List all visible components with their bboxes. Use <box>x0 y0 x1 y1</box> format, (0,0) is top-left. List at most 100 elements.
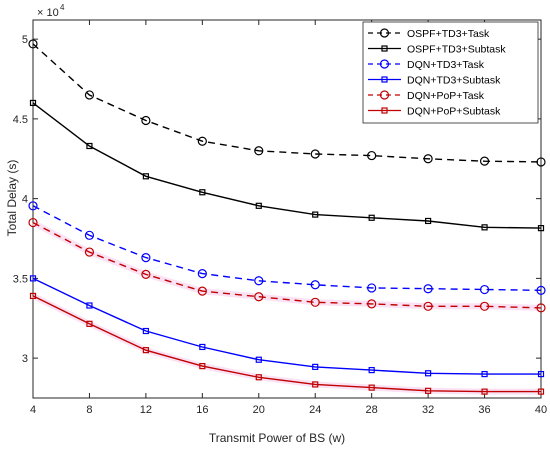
data-point <box>254 276 264 286</box>
x-axis-ticks: 4 8 12 16 20 24 28 32 36 40 <box>30 20 547 416</box>
x-tick-label: 12 <box>140 404 152 416</box>
data-point <box>29 99 37 107</box>
data-point <box>536 285 546 295</box>
data-point <box>425 217 432 225</box>
data-point <box>84 230 95 240</box>
data-point <box>367 283 377 293</box>
series-3 <box>29 275 545 378</box>
y-axis-ticks: 3 3.5 4 4.5 5 <box>13 34 541 365</box>
series-line <box>32 205 542 291</box>
data-point <box>197 286 207 296</box>
y-tick-label: 4.5 <box>13 114 28 126</box>
series-line <box>32 221 542 309</box>
y-tick-label: 3.5 <box>13 273 28 285</box>
data-point <box>142 173 149 180</box>
data-point <box>536 303 546 313</box>
legend-item: DQN+PoP+Subtask <box>368 106 501 118</box>
data-point <box>537 225 545 232</box>
data-point <box>29 275 37 282</box>
data-point <box>199 343 206 351</box>
data-point <box>423 284 433 294</box>
data-point <box>312 363 319 370</box>
legend-item: OSPF+TD3+Task <box>368 28 490 40</box>
legend-label: DQN+TD3+Task <box>407 59 485 71</box>
data-point <box>481 224 488 231</box>
data-point <box>197 268 207 279</box>
y-tick-label: 3 <box>22 353 28 365</box>
x-tick-label: 36 <box>478 404 490 416</box>
legend-label: OSPF+TD3+Subtask <box>407 44 506 56</box>
legend-marker <box>379 90 390 100</box>
legend-marker <box>381 45 388 52</box>
y-multiplier-exponent: 4 <box>60 3 65 12</box>
legend-label: DQN+PoP+Subtask <box>407 106 501 118</box>
series-line <box>32 277 541 375</box>
data-point <box>28 201 38 211</box>
data-point <box>141 115 151 126</box>
x-tick-label: 20 <box>253 404 265 416</box>
y-multiplier-base: × 10 <box>37 7 59 19</box>
data-point <box>86 320 93 327</box>
data-point <box>310 280 320 290</box>
legend-label: DQN+PoP+Task <box>407 90 485 102</box>
data-point <box>479 301 490 311</box>
x-tick-label: 24 <box>309 404 321 416</box>
data-point <box>479 156 490 166</box>
legend-box <box>362 21 539 124</box>
legend-label: DQN+TD3+Subtask <box>407 75 501 87</box>
x-tick-label: 16 <box>196 404 208 416</box>
series-2 <box>28 201 546 295</box>
data-point <box>537 388 545 395</box>
legend-item: DQN+TD3+Task <box>368 59 485 71</box>
data-point <box>28 217 38 228</box>
data-point <box>425 370 432 377</box>
series-0 <box>28 39 546 167</box>
x-tick-label: 40 <box>535 404 547 416</box>
data-point <box>479 284 490 295</box>
legend-item: OSPF+TD3+Subtask <box>368 44 506 56</box>
legend-item: DQN+TD3+Subtask <box>368 75 501 87</box>
data-point <box>142 327 149 335</box>
data-point <box>255 202 262 209</box>
x-tick-label: 32 <box>422 404 434 416</box>
y-tick-label: 5 <box>22 34 28 46</box>
data-point <box>84 90 95 100</box>
x-tick-label: 4 <box>30 404 36 416</box>
y-tick-label: 4 <box>22 194 28 206</box>
data-point <box>141 253 151 263</box>
legend-marker <box>381 107 388 114</box>
data-point <box>312 381 319 388</box>
data-point <box>199 189 206 196</box>
y-axis-multiplier: × 10 4 <box>37 3 65 19</box>
legend-marker <box>381 76 388 83</box>
legend: OSPF+TD3+Task OSPF+TD3+Subtask DQN+TD3+Tas… <box>362 21 539 124</box>
data-point <box>255 374 262 381</box>
data-point <box>425 387 432 394</box>
data-point <box>141 269 151 279</box>
data-point <box>423 154 433 164</box>
data-point <box>537 370 545 378</box>
data-point <box>310 297 320 307</box>
data-point <box>86 142 93 150</box>
data-point <box>536 157 546 167</box>
data-point <box>84 247 95 257</box>
data-point <box>255 356 262 363</box>
data-point <box>368 214 375 221</box>
x-tick-label: 28 <box>366 404 378 416</box>
data-point <box>481 388 488 395</box>
data-point <box>254 146 264 156</box>
series-1 <box>29 99 545 232</box>
data-point <box>423 301 433 311</box>
data-point <box>368 366 375 374</box>
data-point <box>142 347 149 354</box>
x-axis-label: Transmit Power of BS (w) <box>209 431 345 445</box>
series-5 <box>29 292 545 395</box>
legend-item: DQN+PoP+Task <box>368 90 485 102</box>
data-point <box>86 302 93 309</box>
series-4 <box>28 217 546 313</box>
data-point <box>367 150 377 161</box>
x-tick-label: 8 <box>86 404 92 416</box>
series-layer <box>28 39 546 395</box>
series-line <box>32 102 542 229</box>
